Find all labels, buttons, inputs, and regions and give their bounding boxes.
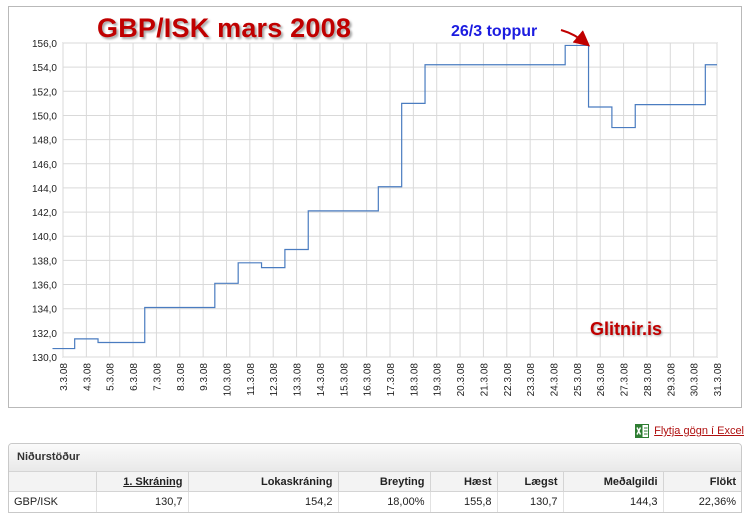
column-header-high[interactable]: Hæst bbox=[430, 472, 498, 492]
y-tick-label: 152,0 bbox=[32, 87, 57, 98]
x-tick-label: 20.3.08 bbox=[456, 363, 467, 397]
x-tick-label: 8.3.08 bbox=[176, 363, 187, 391]
x-tick-label: 18.3.08 bbox=[409, 363, 420, 397]
x-tick-label: 7.3.08 bbox=[152, 363, 163, 391]
x-tick-label: 21.3.08 bbox=[479, 363, 490, 397]
column-header-average[interactable]: Meðalgildi bbox=[563, 472, 664, 492]
x-tick-label: 24.3.08 bbox=[550, 363, 561, 397]
source-watermark: Glitnir.is bbox=[590, 319, 663, 339]
y-tick-label: 140,0 bbox=[32, 232, 57, 243]
x-tick-label: 12.3.08 bbox=[269, 363, 280, 397]
x-tick-label: 27.3.08 bbox=[620, 363, 631, 397]
annotation-arrow bbox=[560, 29, 591, 47]
x-tick-label: 17.3.08 bbox=[386, 363, 397, 397]
x-tick-label: 13.3.08 bbox=[293, 363, 304, 397]
x-tick-label: 14.3.08 bbox=[316, 363, 327, 397]
chart-plot: 130,0 132,0 134,0 136,0 138,0 140,0 142,0 144,0… bbox=[32, 29, 724, 397]
y-tick-label: 142,0 bbox=[32, 208, 57, 219]
results-title: Niðurstöður bbox=[9, 444, 741, 472]
table-cell: GBP/ISK bbox=[9, 491, 97, 512]
series-line bbox=[52, 44, 717, 350]
x-tick-label: 31.3.08 bbox=[713, 363, 724, 397]
results-panel: Niðurstöður 1. Skráning Lokaskráning Bre… bbox=[8, 443, 742, 513]
table-row: GBP/ISK 130,7 154,2 18,00% 155,8 130,7 1… bbox=[9, 491, 741, 512]
x-tick-label: 6.3.08 bbox=[129, 363, 140, 391]
y-tick-label: 154,0 bbox=[32, 63, 57, 74]
x-tick-label: 30.3.08 bbox=[690, 363, 701, 397]
x-tick-label: 22.3.08 bbox=[503, 363, 514, 397]
y-tick-label: 132,0 bbox=[32, 329, 57, 340]
x-tick-label: 15.3.08 bbox=[339, 363, 350, 397]
x-tick-label: 3.3.08 bbox=[59, 363, 70, 391]
column-header-first-quote[interactable]: 1. Skráning bbox=[96, 472, 189, 492]
x-tick-label: 9.3.08 bbox=[199, 363, 210, 391]
table-cell: 154,2 bbox=[188, 491, 339, 512]
x-tick-label: 26.3.08 bbox=[596, 363, 607, 397]
export-excel-label: Flytja gögn í Excel bbox=[654, 425, 744, 437]
chart-frame: 130,0 132,0 134,0 136,0 138,0 140,0 142,0 144,0… bbox=[8, 6, 742, 408]
x-tick-label: 4.3.08 bbox=[82, 363, 93, 391]
y-tick-label: 148,0 bbox=[32, 136, 57, 147]
y-tick-label: 136,0 bbox=[32, 281, 57, 292]
table-cell: 130,7 bbox=[497, 491, 564, 512]
column-header-volatility[interactable]: Flökt bbox=[663, 472, 741, 492]
x-tick-label: 28.3.08 bbox=[643, 363, 654, 397]
table-cell: 155,8 bbox=[430, 491, 498, 512]
x-tick-label: 25.3.08 bbox=[573, 363, 584, 397]
x-tick-label: 29.3.08 bbox=[666, 363, 677, 397]
column-header-last-quote[interactable]: Lokaskráning bbox=[188, 472, 339, 492]
column-header-low[interactable]: Lægst bbox=[497, 472, 564, 492]
column-header bbox=[9, 472, 97, 492]
x-tick-label: 23.3.08 bbox=[526, 363, 537, 397]
y-tick-label: 134,0 bbox=[32, 305, 57, 316]
results-table: 1. Skráning Lokaskráning Breyting Hæst L… bbox=[9, 472, 741, 512]
peak-annotation: 26/3 toppur bbox=[451, 23, 538, 40]
table-header-row: 1. Skráning Lokaskráning Breyting Hæst L… bbox=[9, 472, 741, 492]
y-tick-label: 146,0 bbox=[32, 160, 57, 171]
excel-icon bbox=[635, 424, 650, 438]
table-cell: 22,36% bbox=[698, 496, 736, 508]
table-cell: 144,3 bbox=[563, 491, 664, 512]
y-tick-label: 138,0 bbox=[32, 256, 57, 267]
x-tick-label: 5.3.08 bbox=[106, 363, 117, 391]
y-tick-label: 130,0 bbox=[32, 353, 57, 364]
column-header-change[interactable]: Breyting bbox=[338, 472, 431, 492]
chart-title: GBP/ISK mars 2008 bbox=[97, 13, 352, 43]
export-excel-link[interactable]: Flytja gögn í Excel bbox=[635, 424, 744, 438]
y-tick-label: 150,0 bbox=[32, 111, 57, 122]
y-tick-label: 144,0 bbox=[32, 184, 57, 195]
y-tick-label: 156,0 bbox=[32, 39, 57, 50]
x-tick-label: 19.3.08 bbox=[433, 363, 444, 397]
x-tick-label: 16.3.08 bbox=[363, 363, 374, 397]
x-tick-label: 11.3.08 bbox=[246, 363, 257, 396]
x-tick-label: 10.3.08 bbox=[223, 363, 234, 397]
table-cell: 130,7 bbox=[96, 491, 189, 512]
table-cell: 18,00% bbox=[338, 491, 431, 512]
